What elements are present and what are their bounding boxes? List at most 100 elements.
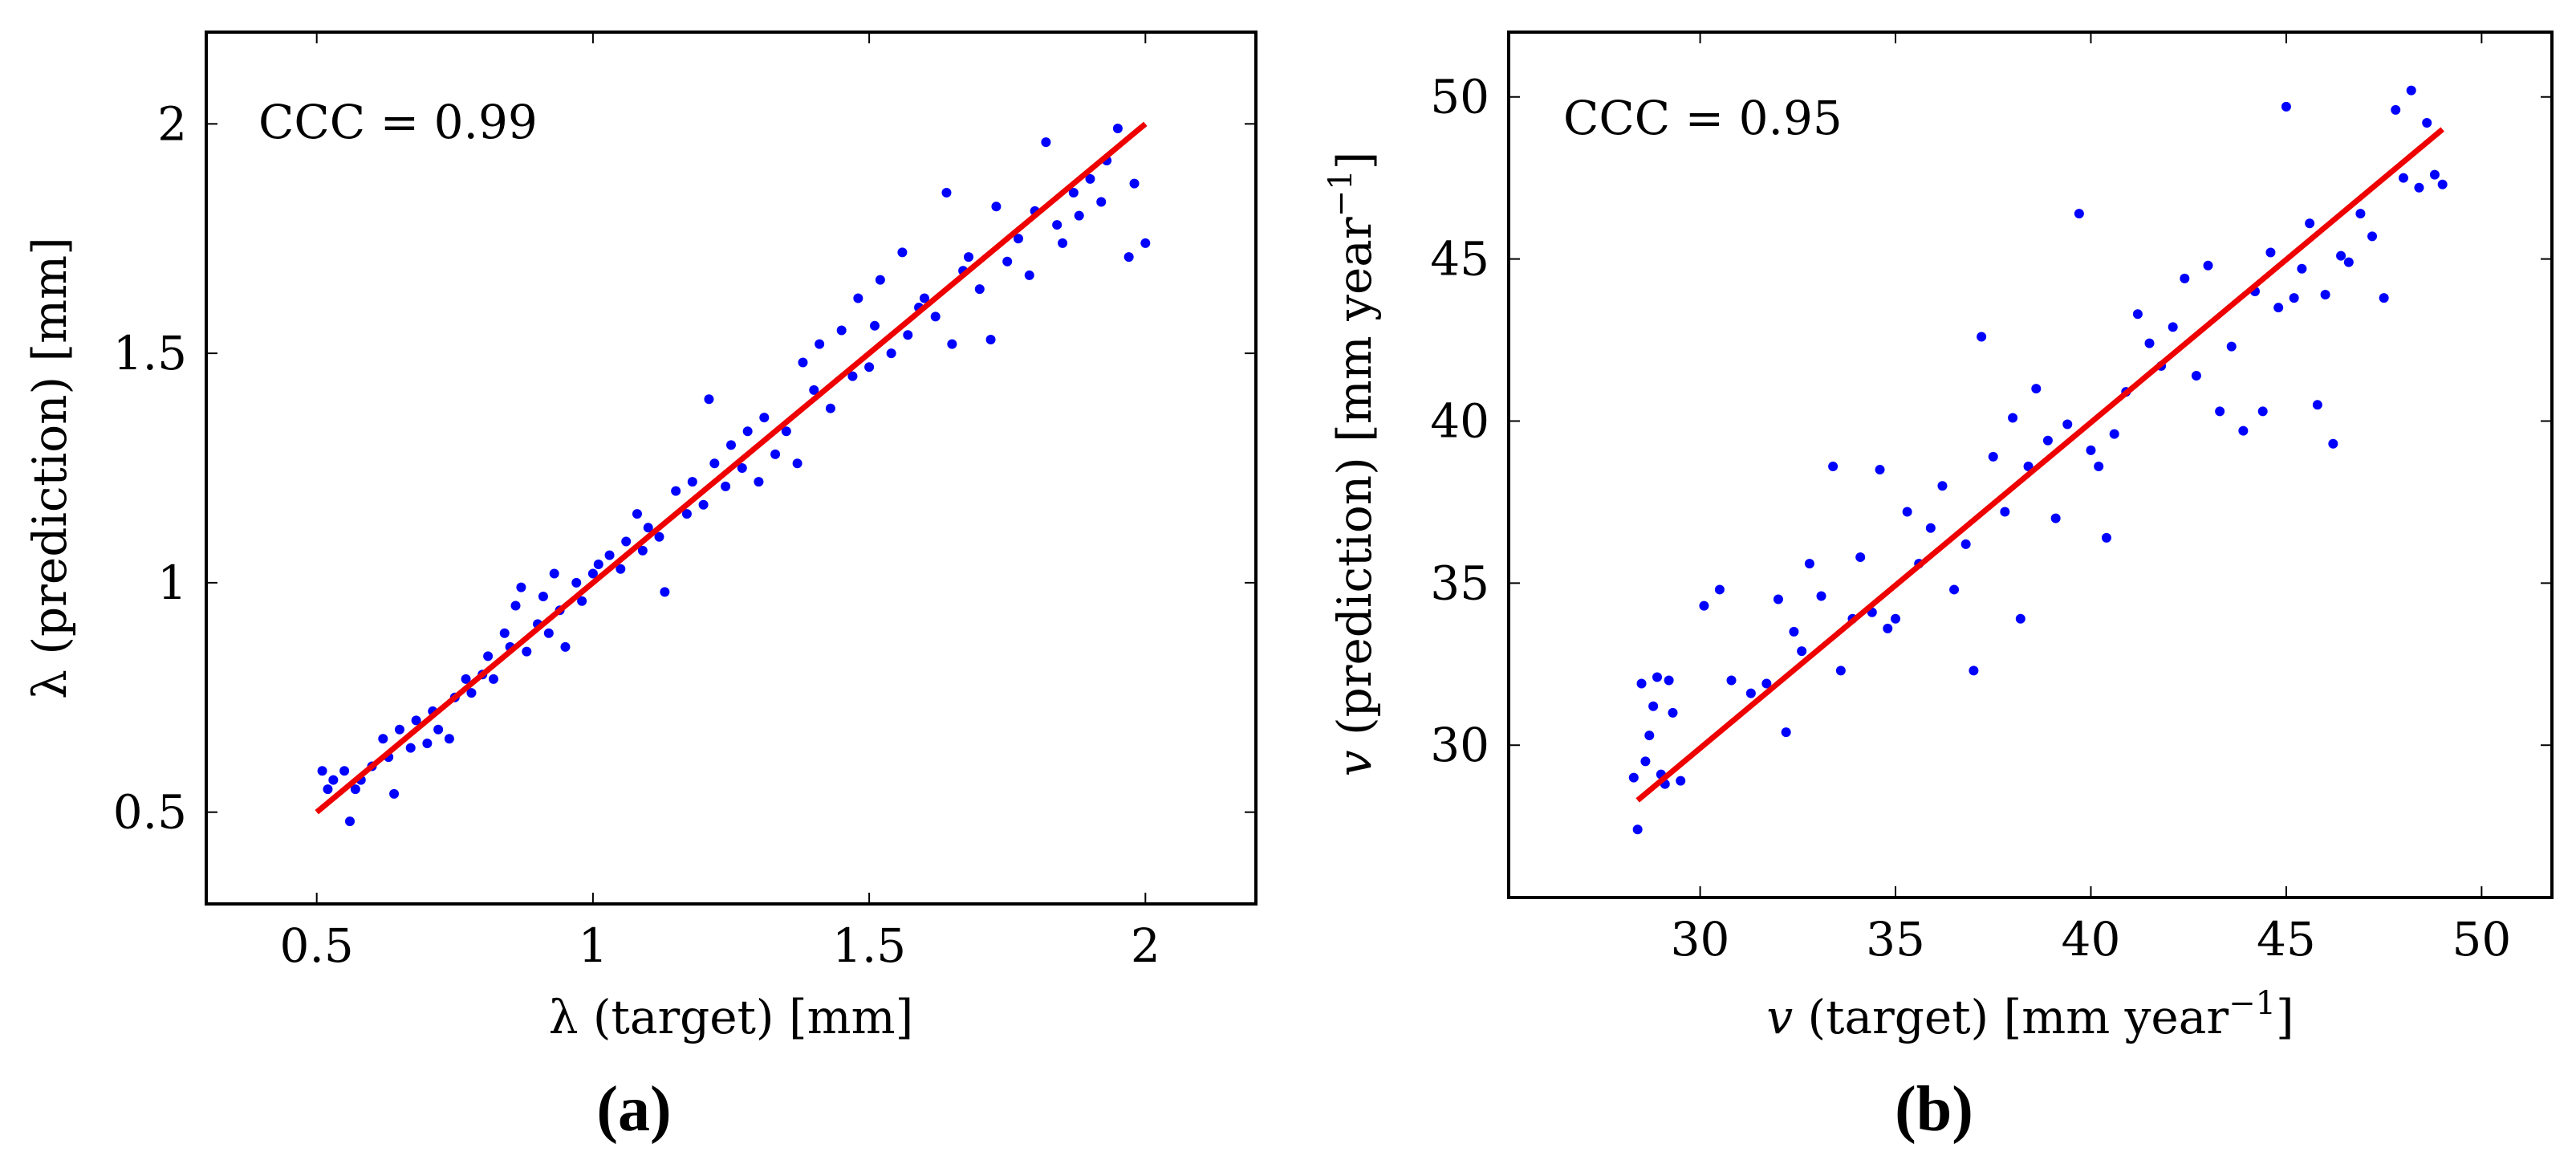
panel-a-ticks: 0.5 1 1.5 2 0.5 1 1.5 2 [113,32,1256,973]
panel-a-data-point [985,334,996,344]
panel-b-data-point [2343,257,2354,267]
panel-a-data-point [571,577,582,588]
panel-b-data-point [1797,646,1807,657]
panel-a-data-point [543,628,554,638]
panel-b-x-axis-end: ] [2276,990,2294,1044]
panel-b-data-point [2281,101,2291,112]
panel-a-data-point [522,646,532,657]
panel-a-y-tick-label: 2 [157,96,187,151]
panel-b-data-point [1644,731,1655,741]
panel-a-data-point [1085,173,1095,184]
panel-a-data-point [1123,252,1134,263]
panel-a-data-point [1024,270,1034,280]
panel-b-x-tick-label: 50 [2452,912,2511,967]
panel-b-data-point [2050,513,2061,523]
panel-b-data-point [1883,623,1893,633]
panel-a-data-point [593,560,603,570]
panel-a-data-point [422,738,433,748]
panel-b-data-point [1648,701,1659,711]
panel-b-data-point [1789,626,1799,637]
panel-a-data-point [549,568,559,579]
panel-b-data-point [1628,772,1639,783]
panel-b-data-point [2109,429,2119,439]
panel-a-data-point [516,582,526,592]
panel-b-data-point [2226,341,2237,352]
panel-a-data-point [941,188,952,198]
panel-b-data-point [1949,584,1960,595]
panel-a-data-point [433,724,444,735]
panel-a-data-point [671,486,681,496]
panel-b-data-point [2391,104,2401,115]
panel-a-data-point [770,449,781,459]
panel-a-data-point [604,550,615,560]
panel-a-data-point [947,339,957,349]
panel-b-data-point [2379,293,2389,303]
panel-a-label: (a) [596,1074,671,1145]
panel-b-data-point [1988,451,1998,462]
panel-b-y-tick-label: 35 [1430,556,1489,610]
panel-a-data-point [643,523,653,533]
panel-a-data-point [632,509,642,519]
panel-a-data-point [394,724,404,735]
panel-a-data-point [726,440,736,450]
panel-b-data-point [1773,594,1783,604]
panel-b-chart: 30 35 40 45 50 30 35 40 45 50 CCC = 0.95 v (targe… [1323,31,2554,1145]
panel-b-data-point [1902,507,1912,517]
panel-a-data-point [378,734,388,744]
panel-a-data-point [461,674,471,684]
panel-b-x-tick-label: 30 [1671,912,1730,967]
panel-a-data-point [742,426,753,437]
panel-b-y-axis-exponent: −1 [1323,169,1359,217]
panel-a-data-point [759,413,770,423]
panel-b-data-point [2257,406,2268,417]
panel-b-x-axis-label: v (target) [mm year−1] [1766,985,2294,1044]
panel-b-data-point [1640,756,1651,767]
panel-b-data-point [2406,85,2416,96]
panel-b-data-point [2355,209,2366,219]
panel-b-data-point [1969,666,1979,676]
panel-a-ccc-annotation: CCC = 0.99 [258,95,538,149]
panel-b-data-point [2000,507,2010,517]
panel-a-data-point [499,628,510,638]
panel-a-data-point [587,568,598,579]
panel-a-fit-line [315,121,1148,815]
panel-a-data-point [660,587,670,597]
panel-b-data-point [2191,370,2201,381]
panel-a-x-tick-label: 0.5 [280,918,354,973]
panel-b-y-axis-end: ] [1327,152,1382,170]
panel-b-data-point [2144,338,2155,348]
panel-a-data-point [1068,188,1079,198]
panel-a-data-point [344,816,355,827]
panel-b-data-point [2320,290,2330,300]
panel-a-data-point [1140,238,1151,248]
panel-b-data-point [1668,707,1678,718]
panel-a-data-point [1112,124,1123,134]
panel-b-data-point [2289,293,2299,303]
panel-b-data-point [1816,591,1826,601]
panel-b-data-point [2062,419,2073,429]
panel-a-data-point [792,458,802,469]
panel-a-data-point [317,766,327,776]
panel-a-y-tick-label: 1.5 [113,326,187,381]
panel-a-data-point [974,284,985,295]
panel-b-data-point [2398,173,2408,183]
panel-b-data-point [2265,247,2276,258]
panel-a-data-point [930,311,941,322]
panel-b-data-point [2042,435,2053,446]
panel-a-data-point [798,357,808,368]
panel-a-data-point [964,252,974,263]
panel-a-data-point [815,339,825,349]
panel-b-data-point [1714,584,1725,595]
panel-b-data-point [1855,552,1866,563]
panel-a-x-tick-label: 2 [1131,918,1160,973]
panel-b-data-point [1632,824,1643,835]
panel-a-data-point [897,247,908,258]
panel-a-data-point [698,499,709,510]
panel-a-data-point [709,458,720,469]
panel-b-data-point [1977,332,1987,342]
panel-b-data-point [2429,169,2440,180]
panel-a-data-point [389,788,400,799]
panel-a-data-point [328,775,339,785]
panel-b-data-point [1676,775,1686,786]
panel-b-data-point [2132,309,2143,320]
